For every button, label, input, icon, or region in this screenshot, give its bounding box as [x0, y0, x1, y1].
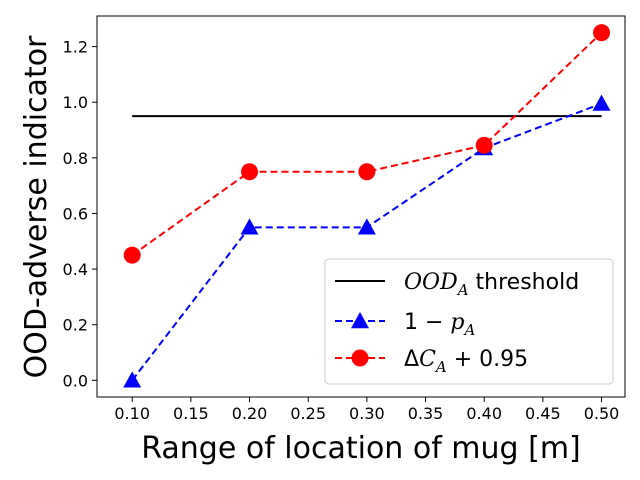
series-1-point [240, 218, 259, 235]
y-tick-label: 0.0 [63, 371, 88, 390]
x-tick-label: 0.45 [525, 404, 561, 423]
legend-swatch-marker [351, 349, 369, 367]
y-tick-label: 0.8 [63, 149, 88, 168]
series-2-point [593, 24, 611, 42]
x-tick-label: 0.25 [290, 404, 326, 423]
x-tick-label: 0.20 [232, 404, 268, 423]
x-tick-label: 0.40 [466, 404, 502, 423]
x-tick-label: 0.50 [584, 404, 620, 423]
x-tick-label: 0.30 [349, 404, 385, 423]
series-1-point [357, 218, 376, 235]
y-tick-label: 0.2 [63, 316, 88, 335]
series-2-line [131, 31, 603, 256]
x-tick-label: 0.35 [408, 404, 444, 423]
series-2-point [241, 163, 259, 181]
series-2-point [358, 163, 376, 181]
y-axis: 0.0 0.2 0.4 0.6 0.8 1.0 1.2 [63, 38, 97, 390]
y-tick-label: 0.6 [63, 204, 88, 223]
plot-frame [96, 15, 626, 398]
legend-box [324, 258, 614, 385]
y-tick-label: 0.4 [63, 260, 88, 279]
y-tick-label: 1.2 [63, 38, 88, 57]
series-2-point [475, 136, 493, 154]
x-axis: 0.10 0.15 0.20 0.25 0.30 0.35 0.40 0.45 0.50 [114, 397, 619, 423]
legend-threshold-label: OODA threshold [404, 270, 579, 299]
legend-series-2-label: ΔCA + 0.95 [404, 347, 528, 376]
y-tick-label: 1.0 [63, 93, 88, 112]
legend-series-1-label: 1 − pA [404, 310, 476, 339]
legend-series-2-swatch [335, 349, 385, 367]
x-tick-label: 0.10 [114, 404, 150, 423]
series-2-point [123, 246, 141, 264]
legend-series-1-swatch [335, 312, 385, 329]
x-tick-label: 0.15 [173, 404, 209, 423]
x-axis-title: Range of location of mug [m] [141, 431, 581, 466]
series-1-point [592, 94, 611, 111]
legend: OODA threshold 1 − pA ΔCA + 0.95 [324, 258, 614, 385]
y-axis-title: OOD-adverse indicator [19, 35, 54, 378]
series-1-point [123, 371, 142, 388]
series-layer [123, 24, 611, 388]
legend-swatch-marker [351, 312, 369, 329]
